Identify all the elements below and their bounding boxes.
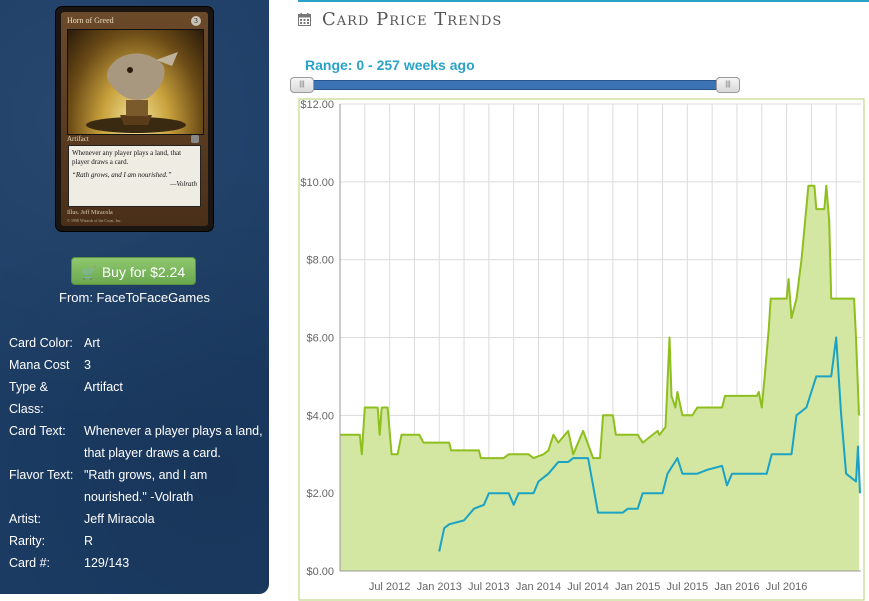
- y-tick-label: $2.00: [306, 488, 334, 500]
- y-tick-label: $12.00: [300, 99, 334, 111]
- x-tick-label: Jul 2013: [468, 581, 510, 593]
- info-label: Rarity:: [9, 534, 46, 548]
- info-value: R: [84, 534, 94, 548]
- info-value: Whenever a player plays a land, that pla…: [84, 424, 263, 460]
- page-title: Card Price Trends: [322, 9, 503, 30]
- y-tick-label: $10.00: [300, 177, 334, 189]
- card-image-rules: Whenever any player plays a land, that p…: [72, 149, 182, 166]
- price-chart-svg: $0.00 $2.00 $4.00 $6.00 $8.00 $10.00 $12.00 Jul…: [298, 98, 865, 601]
- card-image-copyright: © 1998 Wizards of the Coast, Inc.: [67, 218, 122, 223]
- info-value: Art: [84, 336, 100, 350]
- x-tick-label: Jan 2014: [516, 581, 561, 593]
- x-tick-label: Jul 2012: [369, 581, 411, 593]
- card-image-type: Artifact: [67, 135, 89, 143]
- buy-button[interactable]: 🛒 Buy for $2.24: [71, 257, 196, 285]
- info-row-artist: Artist: Jeff Miracola: [9, 508, 264, 530]
- card-image-flavor: “Rath grows, and I am nourished.”: [72, 171, 172, 179]
- series-line-low: [438, 336, 861, 552]
- range-slider-track[interactable]: [292, 80, 740, 90]
- card-sidebar: Horn of Greed 3 Artifact Whenever any pl…: [0, 0, 269, 594]
- x-tick-label: Jan 2016: [714, 581, 759, 593]
- x-tick-label: Jul 2016: [766, 581, 808, 593]
- price-chart: $0.00 $2.00 $4.00 $6.00 $8.00 $10.00 $12.00 Jul…: [298, 98, 865, 601]
- x-tick-label: Jan 2015: [615, 581, 660, 593]
- y-tick-label: $8.00: [306, 255, 334, 267]
- info-row-flavor-text: Flavor Text: "Rath grows, and I am nouris…: [9, 464, 264, 508]
- info-value: 129/143: [84, 556, 130, 570]
- info-label: Type & Class:: [9, 380, 48, 416]
- x-tick-label: Jul 2015: [667, 581, 709, 593]
- buy-source: From: FaceToFaceGames: [59, 290, 210, 305]
- range-label: Range: 0 - 257 weeks ago: [305, 57, 475, 73]
- range-slider-handle-left[interactable]: |||: [290, 77, 314, 93]
- info-label: Flavor Text:: [9, 468, 74, 482]
- info-row-card-text: Card Text: Whenever a player plays a land…: [9, 420, 264, 464]
- series-area: [340, 185, 860, 571]
- price-trends-header: Card Price Trends: [298, 0, 869, 38]
- info-value: "Rath grows, and I am nourished." -Volra…: [84, 468, 208, 504]
- card-image-title: Horn of Greed: [67, 16, 114, 25]
- card-info-table: Card Color: Art Mana Cost 3 Type & Class: A…: [9, 332, 264, 574]
- info-label: Card Color:: [9, 336, 73, 350]
- y-tick-label: $0.00: [306, 566, 334, 578]
- range-slider-handle-right[interactable]: |||: [716, 77, 740, 93]
- card-art: [67, 29, 204, 135]
- card-image-textbox: Whenever any player plays a land, that p…: [68, 145, 201, 207]
- set-symbol-icon: [191, 135, 199, 143]
- info-row-rarity: Rarity: R: [9, 530, 264, 552]
- buy-button-label: Buy for $2.24: [101, 264, 186, 280]
- card-image-flavor-sig: —Volrath: [170, 180, 197, 188]
- y-tick-label: $4.00: [306, 410, 334, 422]
- info-label: Card Text:: [9, 424, 66, 438]
- info-row-mana-cost: Mana Cost 3: [9, 354, 264, 376]
- info-value: Jeff Miracola: [84, 512, 155, 526]
- card-image-cost: 3: [191, 16, 201, 26]
- info-label: Artist:: [9, 512, 41, 526]
- card-image-illustrator: Illus. Jeff Miracola: [67, 210, 113, 216]
- info-value: Artifact: [84, 380, 123, 394]
- y-tick-label: $6.00: [306, 333, 334, 345]
- series-line-high: [340, 184, 860, 460]
- calendar-icon: [298, 13, 311, 26]
- info-row-type: Type & Class: Artifact: [9, 376, 264, 420]
- x-tick-label: Jul 2014: [567, 581, 609, 593]
- info-row-color: Card Color: Art: [9, 332, 264, 354]
- info-label: Card #:: [9, 556, 50, 570]
- info-label: Mana Cost: [9, 358, 70, 372]
- info-value: 3: [84, 358, 91, 372]
- info-row-card-number: Card #: 129/143: [9, 552, 264, 574]
- card-art-illustration: [86, 52, 186, 133]
- range-slider[interactable]: ||| |||: [290, 77, 740, 93]
- x-tick-label: Jan 2013: [417, 581, 462, 593]
- card-image: Horn of Greed 3 Artifact Whenever any pl…: [56, 7, 213, 231]
- cart-icon: 🛒: [81, 266, 97, 280]
